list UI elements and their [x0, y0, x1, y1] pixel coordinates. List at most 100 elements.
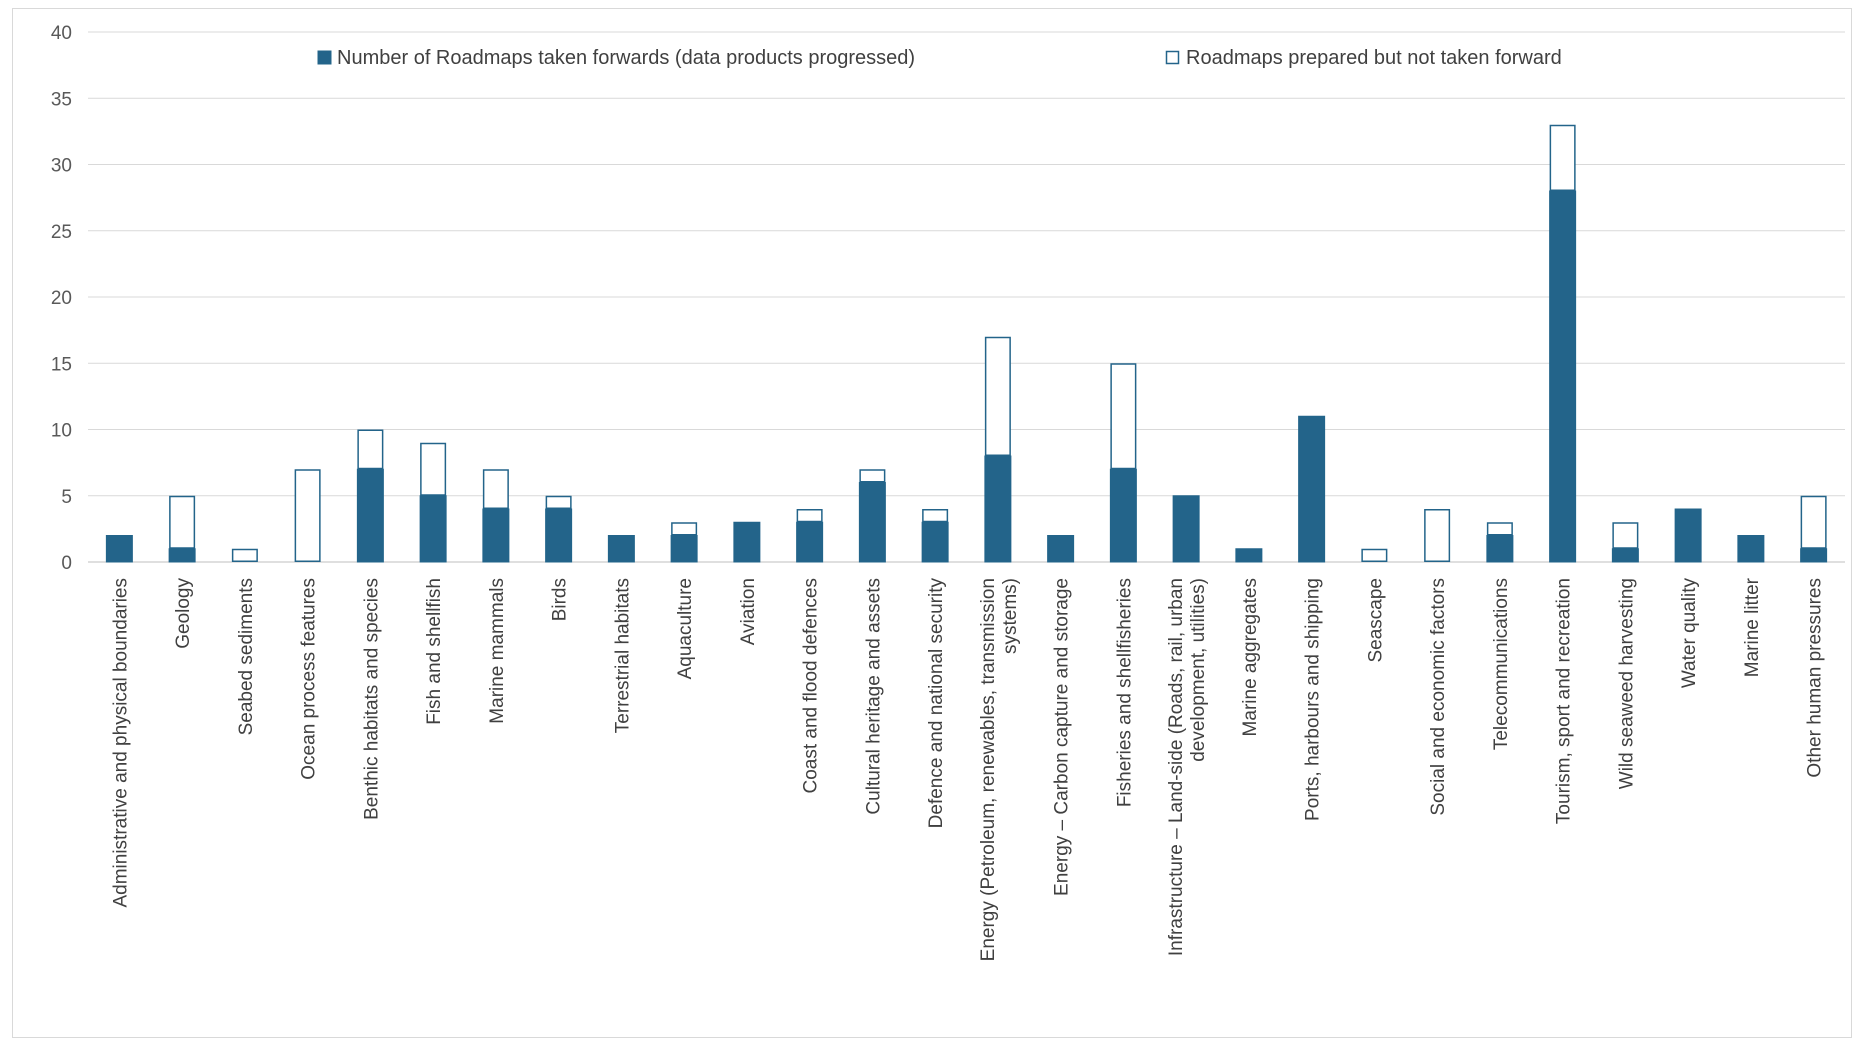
- y-tick-label: 25: [51, 222, 72, 243]
- bar-taken-forward: [1172, 495, 1200, 563]
- x-category-label-line: Geology: [173, 578, 194, 649]
- bar-taken-forward: [1486, 535, 1514, 563]
- y-tick-label: 5: [61, 487, 72, 508]
- bar-taken-forward: [1611, 548, 1639, 563]
- x-category-label-line: Water quality: [1679, 578, 1700, 689]
- x-category-label: Seabed sediments: [236, 578, 257, 735]
- x-category-label-line: Defence and national security: [926, 578, 947, 829]
- bar-taken-forward: [356, 468, 384, 563]
- x-category-label-line: Seabed sediments: [236, 578, 257, 735]
- bar-taken-forward: [1298, 415, 1326, 563]
- y-tick-label: 40: [51, 23, 72, 44]
- y-tick-label: 15: [51, 354, 72, 375]
- bar-not-taken-forward: [482, 469, 509, 509]
- bar-taken-forward: [733, 521, 761, 563]
- bar-taken-forward: [1737, 535, 1765, 563]
- x-category-label-line: Other human pressures: [1805, 578, 1826, 778]
- x-category-label: Tourism, sport and recreation: [1554, 578, 1575, 824]
- x-category-label-line: Aquaculture: [675, 578, 696, 679]
- x-category-label: Telecommunications: [1491, 578, 1512, 750]
- y-tick-label: 20: [51, 288, 72, 309]
- bar-taken-forward: [1235, 548, 1263, 563]
- x-category-label: Seascape: [1365, 578, 1386, 663]
- bar-taken-forward: [419, 495, 447, 563]
- x-category-label-line: systems): [1000, 578, 1021, 654]
- bar-not-taken-forward: [357, 429, 384, 470]
- bar-taken-forward: [796, 521, 824, 563]
- x-category-label: Water quality: [1679, 578, 1700, 689]
- x-category-label-line: Ocean process features: [299, 578, 320, 780]
- x-category-label-line: Seascape: [1365, 578, 1386, 663]
- legend-swatch-not-taken-forward: [1165, 50, 1180, 65]
- bar-not-taken-forward: [1486, 522, 1513, 536]
- x-category-label: Geology: [173, 578, 194, 649]
- x-category-label-line: Marine litter: [1742, 577, 1763, 677]
- bars: [105, 124, 1828, 563]
- x-category-label: Birds: [550, 578, 571, 621]
- legend-swatch-taken-forward: [317, 50, 332, 65]
- x-category-label-line: Marine mammals: [487, 578, 508, 724]
- bar-not-taken-forward: [859, 469, 886, 483]
- x-category-label: Benthic habitats and species: [361, 578, 382, 820]
- x-category-label: Energy (Petroleum, renewables, transmiss…: [978, 578, 1021, 961]
- bar-not-taken-forward: [984, 336, 1011, 456]
- x-category-label-line: Cultural heritage and assets: [863, 578, 884, 815]
- x-category-label: Infrastructure – Land-side (Roads, rail,…: [1166, 578, 1209, 956]
- bar-taken-forward: [984, 455, 1012, 563]
- bar-taken-forward: [670, 535, 698, 563]
- x-category-label: Social and economic factors: [1428, 578, 1449, 816]
- legend: Number of Roadmaps taken forwards (data …: [317, 47, 1562, 69]
- x-category-label-line: Infrastructure – Land-side (Roads, rail,…: [1166, 578, 1187, 956]
- x-category-label: Aquaculture: [675, 578, 696, 679]
- x-category-label: Fisheries and shellfisheries: [1114, 578, 1135, 807]
- bar-taken-forward: [1109, 468, 1137, 563]
- bar-not-taken-forward: [1549, 124, 1576, 191]
- x-category-label: Ocean process features: [299, 578, 320, 780]
- bar-not-taken-forward: [231, 548, 258, 562]
- x-category-label: Marine aggregates: [1240, 578, 1261, 736]
- x-category-label: Administrative and physical boundaries: [110, 578, 131, 908]
- x-category-label-line: Administrative and physical boundaries: [110, 578, 131, 908]
- bar-not-taken-forward: [294, 469, 321, 562]
- x-axis-category-labels: Administrative and physical boundaries Ge…: [110, 577, 1825, 961]
- bar-not-taken-forward: [1800, 495, 1827, 549]
- x-category-label: Other human pressures: [1805, 578, 1826, 778]
- chart-frame: [12, 8, 1852, 1038]
- x-category-label: Marine litter: [1742, 577, 1763, 677]
- y-tick-label: 0: [61, 553, 72, 574]
- x-category-label-line: Terrestrial habitats: [612, 578, 633, 733]
- bar-taken-forward: [1674, 508, 1702, 563]
- x-category-label: Terrestrial habitats: [612, 578, 633, 733]
- bar-taken-forward: [858, 482, 886, 563]
- x-category-label: Energy – Carbon capture and storage: [1052, 578, 1073, 896]
- legend-label-taken-forward: Number of Roadmaps taken forwards (data …: [337, 47, 915, 69]
- x-category-label-line: Fisheries and shellfisheries: [1114, 578, 1135, 807]
- bar-not-taken-forward: [169, 495, 196, 549]
- legend-label-not-taken-forward: Roadmaps prepared but not taken forward: [1186, 47, 1562, 69]
- x-category-label: Coast and flood defences: [801, 578, 822, 794]
- x-category-label-line: Ports, harbours and shipping: [1303, 578, 1324, 821]
- x-category-label-line: Benthic habitats and species: [361, 578, 382, 820]
- bar-taken-forward: [482, 508, 510, 563]
- y-tick-label: 10: [51, 421, 72, 442]
- x-category-label: Marine mammals: [487, 578, 508, 724]
- bar-taken-forward: [607, 535, 635, 563]
- x-category-label: Defence and national security: [926, 578, 947, 829]
- x-category-label-line: Energy (Petroleum, renewables, transmiss…: [978, 578, 999, 961]
- gridlines: [88, 31, 1845, 563]
- x-category-label: Wild seaweed harvesting: [1616, 578, 1637, 789]
- x-category-label-line: Coast and flood defences: [801, 578, 822, 794]
- x-category-label: Ports, harbours and shipping: [1303, 578, 1324, 821]
- y-axis-ticks: 0 5 10 15 20 25 30 35 40: [51, 23, 72, 574]
- x-category-label-line: Social and economic factors: [1428, 578, 1449, 816]
- bar-not-taken-forward: [922, 509, 949, 523]
- bar-not-taken-forward: [671, 522, 698, 536]
- x-category-label-line: Energy – Carbon capture and storage: [1052, 578, 1073, 896]
- bar-not-taken-forward: [796, 509, 823, 523]
- x-category-label-line: Wild seaweed harvesting: [1616, 578, 1637, 789]
- x-category-label-line: development, utilities): [1188, 578, 1209, 762]
- bar-not-taken-forward: [1612, 522, 1639, 549]
- x-category-label: Aviation: [738, 578, 759, 645]
- x-category-label: Fish and shellfish: [424, 578, 445, 725]
